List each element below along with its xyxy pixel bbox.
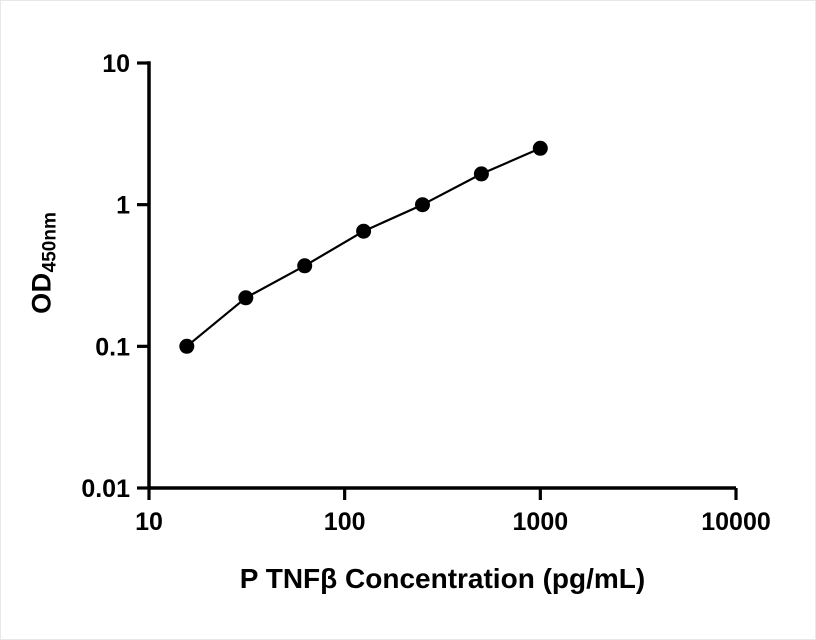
- data-point: [532, 140, 548, 156]
- data-point: [179, 338, 195, 354]
- x-tick-label: 100: [324, 508, 366, 536]
- data-point: [473, 166, 489, 182]
- data-point: [356, 223, 372, 239]
- y-tick-label: 0.1: [95, 333, 130, 361]
- y-axis-label-main: OD: [26, 272, 57, 314]
- x-axis-label: P TNFβ Concentration (pg/mL): [239, 563, 646, 594]
- x-tick-label: 1000: [513, 508, 569, 536]
- data-point: [297, 258, 313, 274]
- y-tick-label: 10: [102, 50, 130, 78]
- y-axis-label-subscript: 450nm: [39, 212, 61, 273]
- y-tick-label: 1: [116, 192, 130, 220]
- y-tick-label: 0.01: [81, 475, 130, 503]
- data-point: [415, 197, 430, 213]
- y-axis-label: OD450nm: [27, 212, 62, 314]
- x-tick-label: 10: [135, 508, 163, 536]
- data-point: [238, 290, 254, 306]
- x-tick-label: 10000: [701, 508, 771, 536]
